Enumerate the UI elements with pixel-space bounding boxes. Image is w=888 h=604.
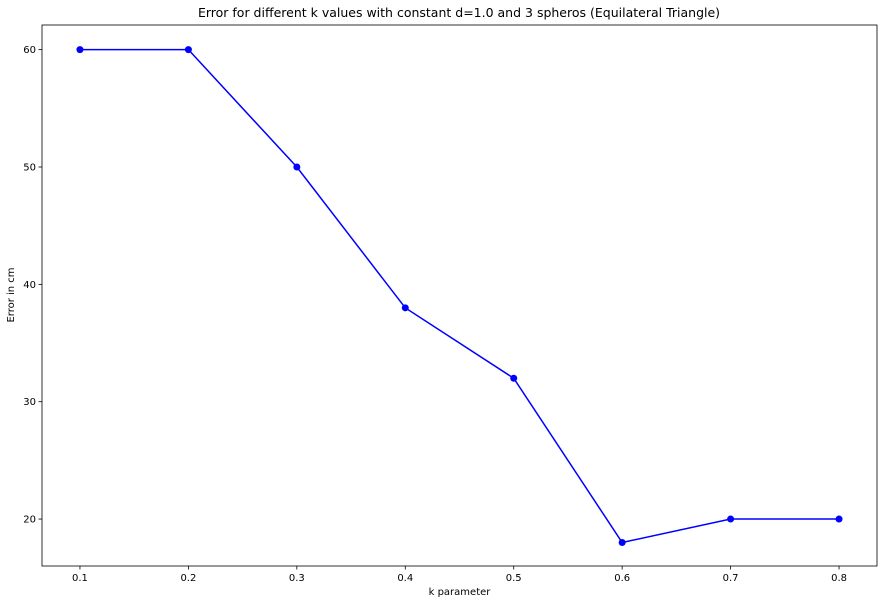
series-line [79,48,840,544]
x-tick-label: 0.1 [72,573,88,584]
x-tick-label: 0.3 [289,573,305,584]
data-point [184,46,192,54]
data-point [727,515,735,523]
y-tick-label: 30 [23,397,36,408]
y-tick-label: 50 [23,162,36,173]
y-tick-label: 40 [23,280,36,291]
x-axis-label: k parameter [429,587,492,598]
y-tick-label: 60 [23,45,36,56]
chart-title: Error for different k values with consta… [198,5,720,20]
data-point [510,374,518,382]
x-tick-label: 0.7 [723,573,739,584]
x-tick-label: 0.5 [506,573,522,584]
x-tick-label: 0.6 [614,573,630,584]
plot-area [41,24,878,567]
data-point [835,515,843,523]
y-tick-label: 20 [23,515,36,526]
data-markers [76,46,843,547]
x-tick-label: 0.2 [180,573,196,584]
data-point [401,304,409,312]
data-point [293,163,301,171]
y-axis: 20 30 40 50 60 [23,45,42,526]
x-axis: 0.1 0.2 0.3 0.4 0.5 0.6 0.7 0.8 [72,566,847,584]
x-tick-label: 0.8 [831,573,847,584]
data-point [618,539,626,547]
x-tick-label: 0.4 [397,573,413,584]
data-point [76,46,84,54]
y-axis-label: Error in cm [6,267,17,322]
